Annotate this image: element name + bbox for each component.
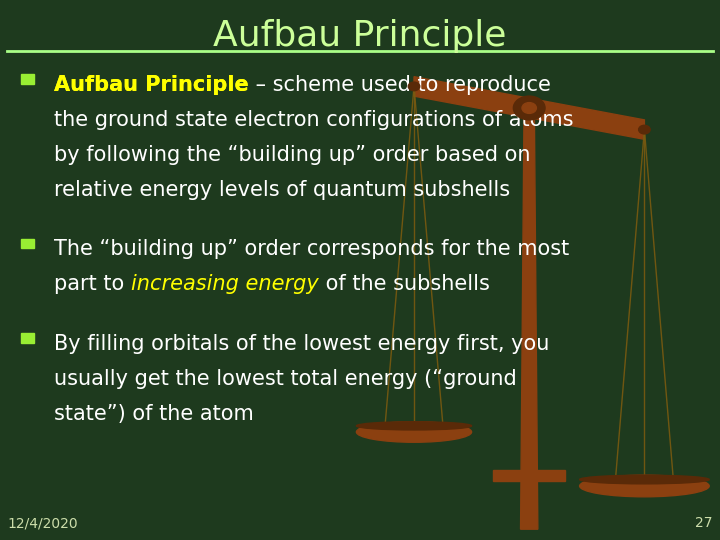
Text: relative energy levels of quantum subshells: relative energy levels of quantum subshe… xyxy=(54,180,510,200)
Text: The “building up” order corresponds for the most: The “building up” order corresponds for … xyxy=(54,239,570,259)
Text: Aufbau Principle: Aufbau Principle xyxy=(54,75,248,94)
Bar xyxy=(21,239,34,248)
Polygon shape xyxy=(414,77,644,139)
Circle shape xyxy=(408,82,420,91)
Text: 27: 27 xyxy=(696,516,713,530)
Polygon shape xyxy=(521,97,538,529)
Text: state”) of the atom: state”) of the atom xyxy=(54,404,253,424)
Circle shape xyxy=(522,103,536,113)
Text: Aufbau Principle: Aufbau Principle xyxy=(54,75,248,94)
Text: 12/4/2020: 12/4/2020 xyxy=(7,516,78,530)
Polygon shape xyxy=(493,470,565,481)
Bar xyxy=(21,74,34,84)
Text: – scheme used to reproduce: – scheme used to reproduce xyxy=(248,75,551,94)
Ellipse shape xyxy=(580,475,709,484)
Text: the ground state electron configurations of atoms: the ground state electron configurations… xyxy=(54,110,574,130)
Text: usually get the lowest total energy (“ground: usually get the lowest total energy (“gr… xyxy=(54,369,517,389)
Text: Aufbau Principle: Aufbau Principle xyxy=(213,19,507,53)
Text: part to: part to xyxy=(54,274,131,294)
Ellipse shape xyxy=(580,475,709,497)
Text: increasing energy: increasing energy xyxy=(131,274,319,294)
Circle shape xyxy=(513,96,545,120)
Ellipse shape xyxy=(356,422,472,430)
Circle shape xyxy=(639,125,650,134)
Bar xyxy=(21,333,34,343)
Text: by following the “building up” order based on: by following the “building up” order bas… xyxy=(54,145,531,165)
Ellipse shape xyxy=(356,422,472,442)
Text: By filling orbitals of the lowest energy first, you: By filling orbitals of the lowest energy… xyxy=(54,334,549,354)
Text: of the subshells: of the subshells xyxy=(319,274,490,294)
